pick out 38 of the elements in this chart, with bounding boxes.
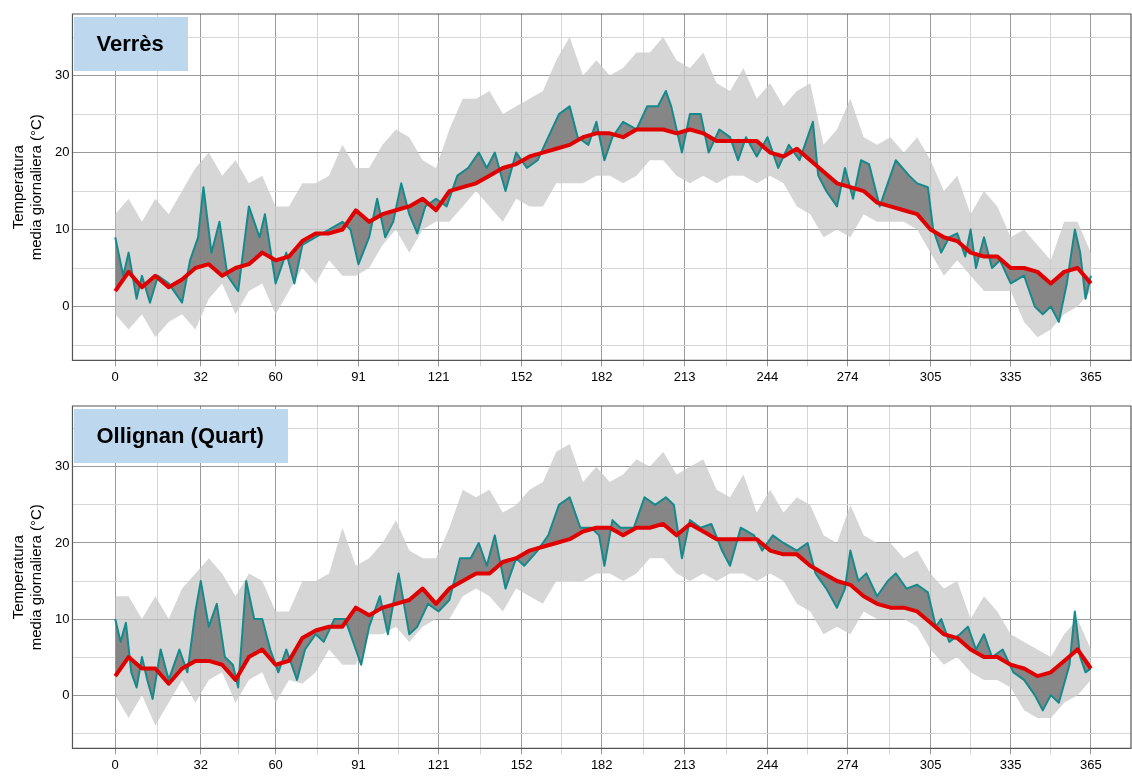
y-tick-label: 10 (54, 610, 70, 626)
y-tick-label: 30 (54, 67, 70, 83)
y-tick-label: 0 (62, 298, 70, 314)
x-tick-label: 335 (999, 756, 1022, 772)
y-tick-label: 20 (54, 534, 70, 550)
x-tick-label: 91 (351, 368, 366, 384)
y-tick-label: 20 (54, 144, 70, 160)
x-tick-label: 335 (999, 368, 1022, 384)
y-axis-title: Temperatura media giornaliera (°C) (9, 504, 45, 651)
text: Verrès (74, 17, 188, 71)
x-tick-label: 91 (351, 756, 366, 772)
x-tick-label: 152 (510, 756, 533, 772)
x-tick-label: 213 (673, 368, 696, 384)
y-tick-label: 0 (62, 686, 70, 702)
x-tick-label: 274 (836, 368, 859, 384)
x-tick-label: 213 (673, 756, 696, 772)
x-tick-label: 365 (1080, 756, 1102, 772)
x-tick-label: 32 (193, 756, 208, 772)
y-axis-title: Temperatura media giornaliera (°C) (9, 114, 45, 261)
x-tick-label: 244 (756, 368, 779, 384)
x-tick-label: 60 (268, 756, 283, 772)
x-tick-label: 274 (836, 756, 859, 772)
x-tick-label: 121 (427, 368, 450, 384)
x-tick-label: 32 (193, 368, 208, 384)
x-tick-label: 60 (268, 368, 283, 384)
x-tick-label: 305 (919, 368, 942, 384)
x-tick-label: 152 (510, 368, 533, 384)
x-tick-label: 0 (111, 368, 119, 384)
x-tick-label: 121 (427, 756, 450, 772)
x-tick-label: 305 (919, 756, 942, 772)
x-tick-label: 244 (756, 756, 779, 772)
x-tick-label: 0 (111, 756, 119, 772)
x-tick-label: 182 (590, 368, 613, 384)
x-tick-label: 182 (590, 756, 613, 772)
x-tick-label: 365 (1080, 368, 1102, 384)
y-tick-label: 10 (54, 221, 70, 237)
y-tick-label: 30 (54, 458, 70, 474)
text: Ollignan (Quart) (74, 409, 288, 463)
